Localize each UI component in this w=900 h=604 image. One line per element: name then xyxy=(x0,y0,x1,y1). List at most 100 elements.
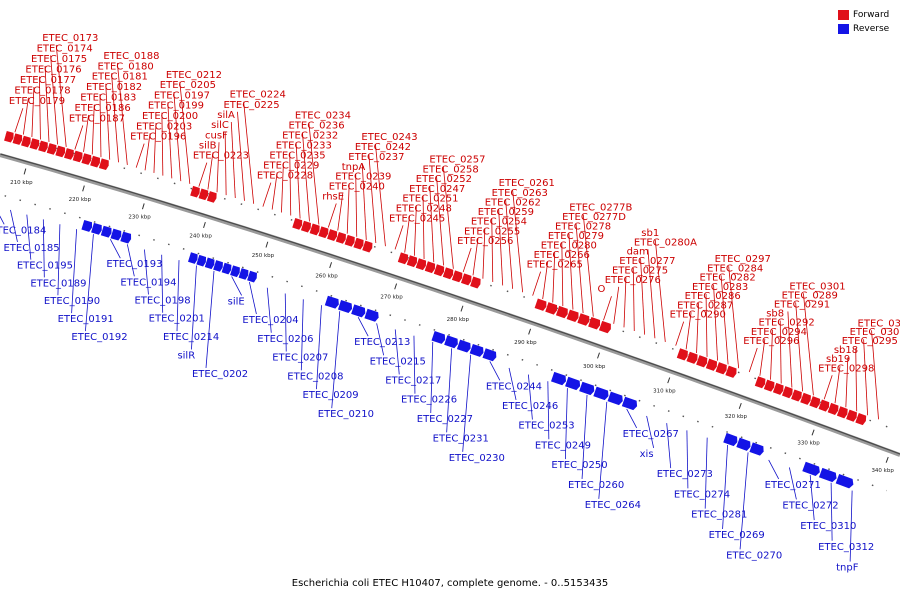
reverse-gene-label: ETEC_0227 xyxy=(417,414,473,425)
forward-gene-label-leader xyxy=(31,87,35,138)
reverse-gene-label: ETEC_0184 xyxy=(0,225,46,236)
forward-gene-label: ETEC_0247 xyxy=(409,184,465,195)
scale-label: 220 kbp xyxy=(69,197,92,203)
forward-gene-label-leader xyxy=(613,286,620,324)
reverse-gene-label-leader xyxy=(109,238,121,259)
forward-gene-label: ETEC_0263 xyxy=(492,188,548,199)
forward-gene xyxy=(353,237,364,250)
forward-gene xyxy=(836,406,848,419)
forward-gene-label-leader xyxy=(422,195,425,259)
reverse-gene-label-leader xyxy=(57,224,61,296)
forward-gene xyxy=(588,317,601,330)
reverse-gene xyxy=(213,260,223,272)
forward-gene-label-leader xyxy=(337,193,344,231)
forward-gene-label-leader xyxy=(770,329,773,380)
reverse-gene xyxy=(607,391,623,406)
reverse-gene-label-leader xyxy=(527,374,533,420)
forward-gene-label-leader xyxy=(295,142,301,219)
forward-gene-label-leader xyxy=(855,348,858,412)
forward-gene-label: sb8 xyxy=(766,309,784,320)
forward-gene-label: ETEC_0248 xyxy=(396,204,452,215)
forward-gene-label-leader xyxy=(167,102,173,179)
reverse-gene-label: ETEC_0226 xyxy=(401,395,457,406)
forward-gene-label: ETEC_0254 xyxy=(471,217,527,228)
forward-gene xyxy=(442,267,454,280)
forward-gene xyxy=(725,365,737,378)
scale-tick xyxy=(265,241,269,248)
forward-gene-label: ETEC_0294 xyxy=(751,327,807,338)
forward-gene xyxy=(470,276,481,289)
reverse-gene xyxy=(230,265,240,278)
forward-gene xyxy=(534,298,547,311)
forward-gene-label: ETEC_0243 xyxy=(361,132,417,143)
legend-forward-label: Forward xyxy=(853,10,890,20)
forward-gene-label: ETEC_0182 xyxy=(86,82,142,93)
reverse-gene-label-leader xyxy=(722,444,728,529)
forward-gene-label-leader xyxy=(442,166,454,269)
forward-gene-label-leader xyxy=(327,203,337,228)
forward-gene-label-leader xyxy=(787,311,793,388)
reverse-gene xyxy=(324,295,339,309)
forward-gene-label-leader xyxy=(834,366,841,404)
forward-gene-label: ETEC_0236 xyxy=(288,120,344,131)
forward-gene-label-leader xyxy=(55,44,67,147)
scale-label: 340 kbp xyxy=(871,468,894,474)
reverse-gene xyxy=(802,461,820,477)
reverse-gene xyxy=(551,371,567,386)
reverse-gene-label-leader xyxy=(144,249,149,295)
scale-label: 320 kbp xyxy=(725,414,748,420)
forward-gene-label: O xyxy=(597,284,605,295)
forward-gene xyxy=(754,376,766,389)
scale-label: 310 kbp xyxy=(653,389,676,395)
forward-gene-label-leader xyxy=(216,142,220,193)
reverse-gene xyxy=(221,262,232,275)
forward-gene-label: ETEC_0225 xyxy=(223,100,279,111)
forward-gene-label-leader xyxy=(675,321,685,346)
forward-gene-label-leader xyxy=(552,252,556,303)
forward-gene-label-leader xyxy=(685,312,692,350)
reverse-gene-label: ETEC_0246 xyxy=(502,401,558,412)
forward-gene-label-leader xyxy=(575,224,584,314)
reverse-gene xyxy=(818,467,837,483)
forward-gene-label-leader xyxy=(243,101,255,204)
reverse-swatch xyxy=(838,24,849,34)
reverse-gene xyxy=(81,219,93,232)
forward-gene-label: ETEC_0175 xyxy=(31,54,87,65)
reverse-gene-label-leader xyxy=(547,381,550,440)
reverse-gene-label-leader xyxy=(85,234,94,332)
reverse-gene xyxy=(247,270,257,283)
forward-gene xyxy=(686,351,698,364)
reverse-gene xyxy=(91,222,102,235)
reverse-gene xyxy=(565,376,581,391)
scale-label: 260 kbp xyxy=(315,273,338,279)
forward-gene-label: ETEC_0257 xyxy=(429,155,485,166)
forward-gene-label-leader xyxy=(748,347,758,373)
reverse-gene xyxy=(188,252,198,264)
forward-gene-label-leader xyxy=(302,132,310,222)
reverse-gene-label: ETEC_0231 xyxy=(433,433,489,444)
forward-gene-label-leader xyxy=(262,182,272,207)
reverse-gene xyxy=(444,335,458,349)
forward-gene-label-leader xyxy=(308,122,320,225)
forward-gene-label-leader xyxy=(505,199,514,289)
forward-gene-label-leader xyxy=(640,258,645,335)
forward-gene-label-leader xyxy=(179,81,191,184)
forward-gene-label-leader xyxy=(759,338,766,376)
forward-gene-label: ETEC_0295 xyxy=(842,336,898,347)
reverse-gene-label-leader xyxy=(161,254,164,313)
forward-gene-label: ETEC_0280A xyxy=(634,237,697,248)
reverse-gene-label: ETEC_0191 xyxy=(58,314,114,325)
scale-tick xyxy=(141,203,145,210)
forward-gene-label-leader xyxy=(632,267,635,331)
forward-gene xyxy=(433,264,445,277)
forward-gene-label-leader xyxy=(413,205,417,256)
reverse-gene-label: ETEC_0202 xyxy=(192,369,248,380)
forward-gene-label-leader xyxy=(375,144,386,247)
reverse-gene xyxy=(337,300,353,313)
forward-gene-label: ETEC_0259 xyxy=(478,207,534,218)
forward-gene-label: ETEC_0297 xyxy=(715,254,771,265)
forward-gene-label-leader xyxy=(713,284,718,361)
reverse-gene-label-leader xyxy=(462,354,472,452)
forward-gene-label: ETEC_0229 xyxy=(263,161,319,172)
forward-gene xyxy=(98,158,109,171)
